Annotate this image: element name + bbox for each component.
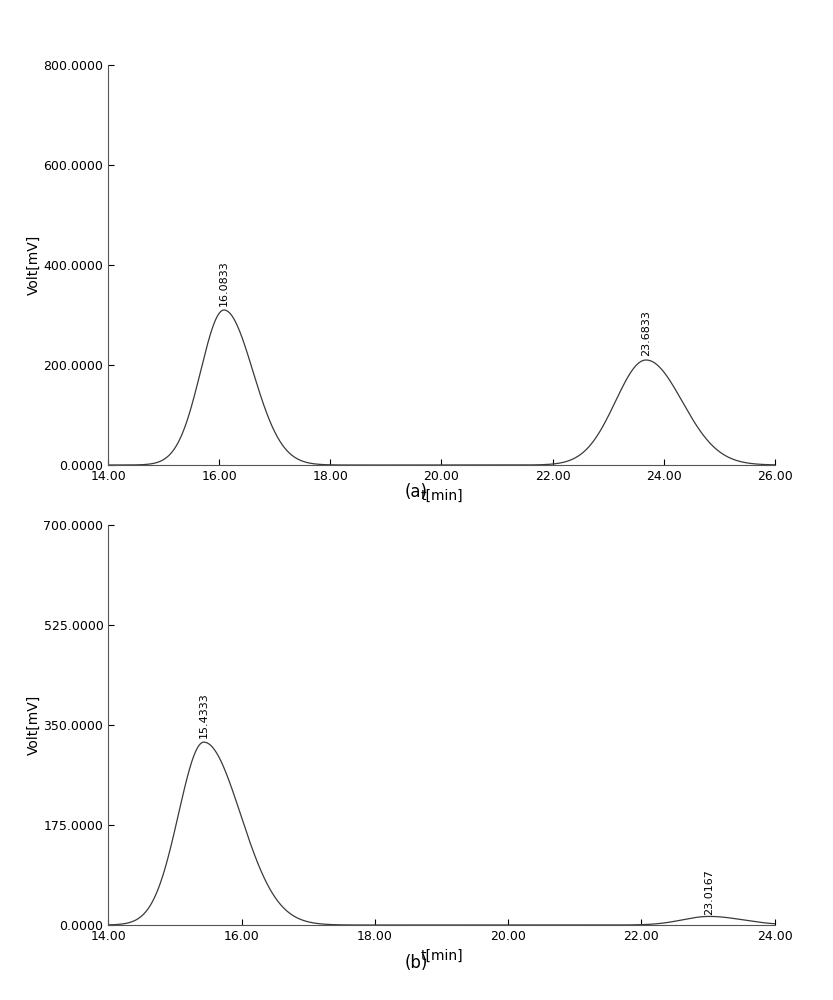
X-axis label: t[min]: t[min] [420, 948, 463, 962]
Text: (b): (b) [405, 954, 428, 972]
Text: 15.4333: 15.4333 [199, 692, 209, 738]
Text: (a): (a) [405, 483, 428, 501]
Text: 23.0167: 23.0167 [704, 869, 714, 915]
Text: 23.6833: 23.6833 [641, 310, 651, 356]
Text: 16.0833: 16.0833 [219, 260, 229, 306]
Y-axis label: Volt[mV]: Volt[mV] [27, 235, 41, 295]
Y-axis label: Volt[mV]: Volt[mV] [27, 695, 41, 755]
X-axis label: t[min]: t[min] [420, 488, 463, 502]
Text: NH$_2$: NH$_2$ [443, 83, 479, 103]
